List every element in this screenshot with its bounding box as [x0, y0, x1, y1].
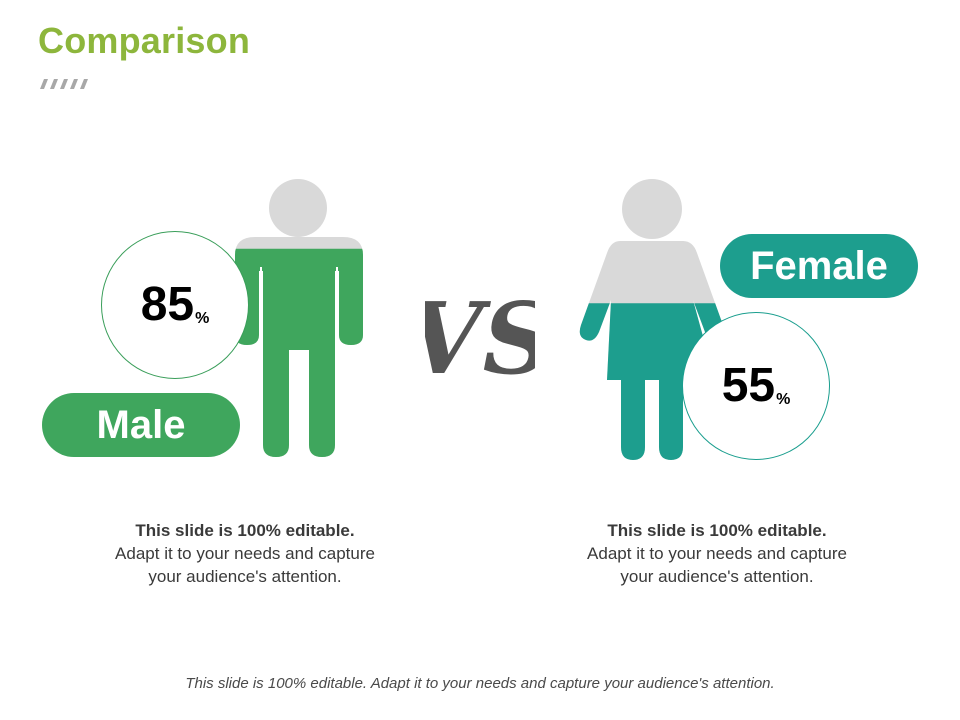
vs-mark: VS	[425, 285, 535, 385]
female-description-heading: This slide is 100% editable.	[607, 521, 827, 540]
female-percent-value: 55	[721, 359, 776, 412]
male-percentage-circle: 85 %	[101, 231, 249, 379]
female-person-icon	[579, 179, 725, 460]
female-description: This slide is 100% editable. Adapt it to…	[572, 519, 862, 588]
slide-title: Comparison	[38, 20, 251, 61]
male-description-heading: This slide is 100% editable.	[135, 521, 355, 540]
male-label-pill: Male	[42, 393, 240, 457]
male-description-text: Adapt it to your needs and capture your …	[115, 544, 375, 586]
male-person-icon	[235, 179, 363, 457]
vs-text: VS	[425, 285, 535, 385]
female-percent-sign: %	[776, 391, 791, 408]
male-percent-sign: %	[195, 310, 210, 327]
male-description: This slide is 100% editable. Adapt it to…	[100, 519, 390, 588]
male-percent-value: 85	[140, 278, 195, 331]
male-label: Male	[96, 402, 186, 447]
female-description-text: Adapt it to your needs and capture your …	[587, 544, 847, 586]
title-stripes-icon	[40, 79, 88, 89]
female-label: Female	[750, 243, 888, 288]
female-label-pill: Female	[720, 234, 918, 298]
footer-text: This slide is 100% editable. Adapt it to…	[185, 675, 775, 692]
female-percentage-circle: 55 %	[682, 312, 830, 460]
